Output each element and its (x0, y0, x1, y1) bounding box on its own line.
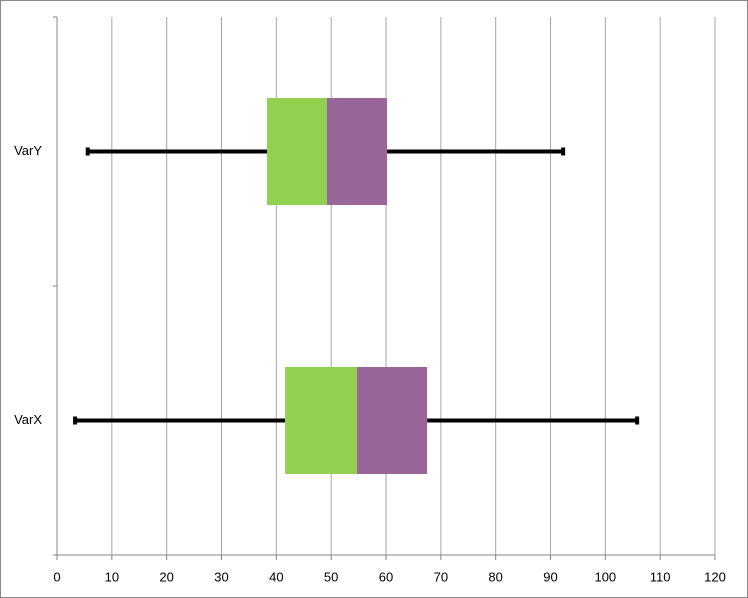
x-tick-label: 0 (53, 569, 60, 584)
x-tick-label: 80 (488, 569, 502, 584)
box-lower (285, 367, 357, 474)
box-lower (267, 98, 327, 205)
x-tick-label: 20 (159, 569, 173, 584)
x-tick-label: 110 (650, 569, 671, 584)
x-tick-label: 90 (543, 569, 557, 584)
box-upper (326, 98, 388, 205)
x-tick-label: 60 (379, 569, 393, 584)
category-label: VarY (14, 143, 42, 158)
x-tick-label: 40 (269, 569, 283, 584)
x-tick-label: 10 (105, 569, 119, 584)
box-upper (356, 367, 428, 474)
x-tick-label: 70 (434, 569, 448, 584)
x-tick-label: 30 (214, 569, 228, 584)
x-tick-label: 100 (594, 569, 616, 584)
x-tick-label: 50 (324, 569, 338, 584)
x-tick-label: 120 (704, 569, 726, 584)
category-label: VarX (14, 412, 42, 427)
